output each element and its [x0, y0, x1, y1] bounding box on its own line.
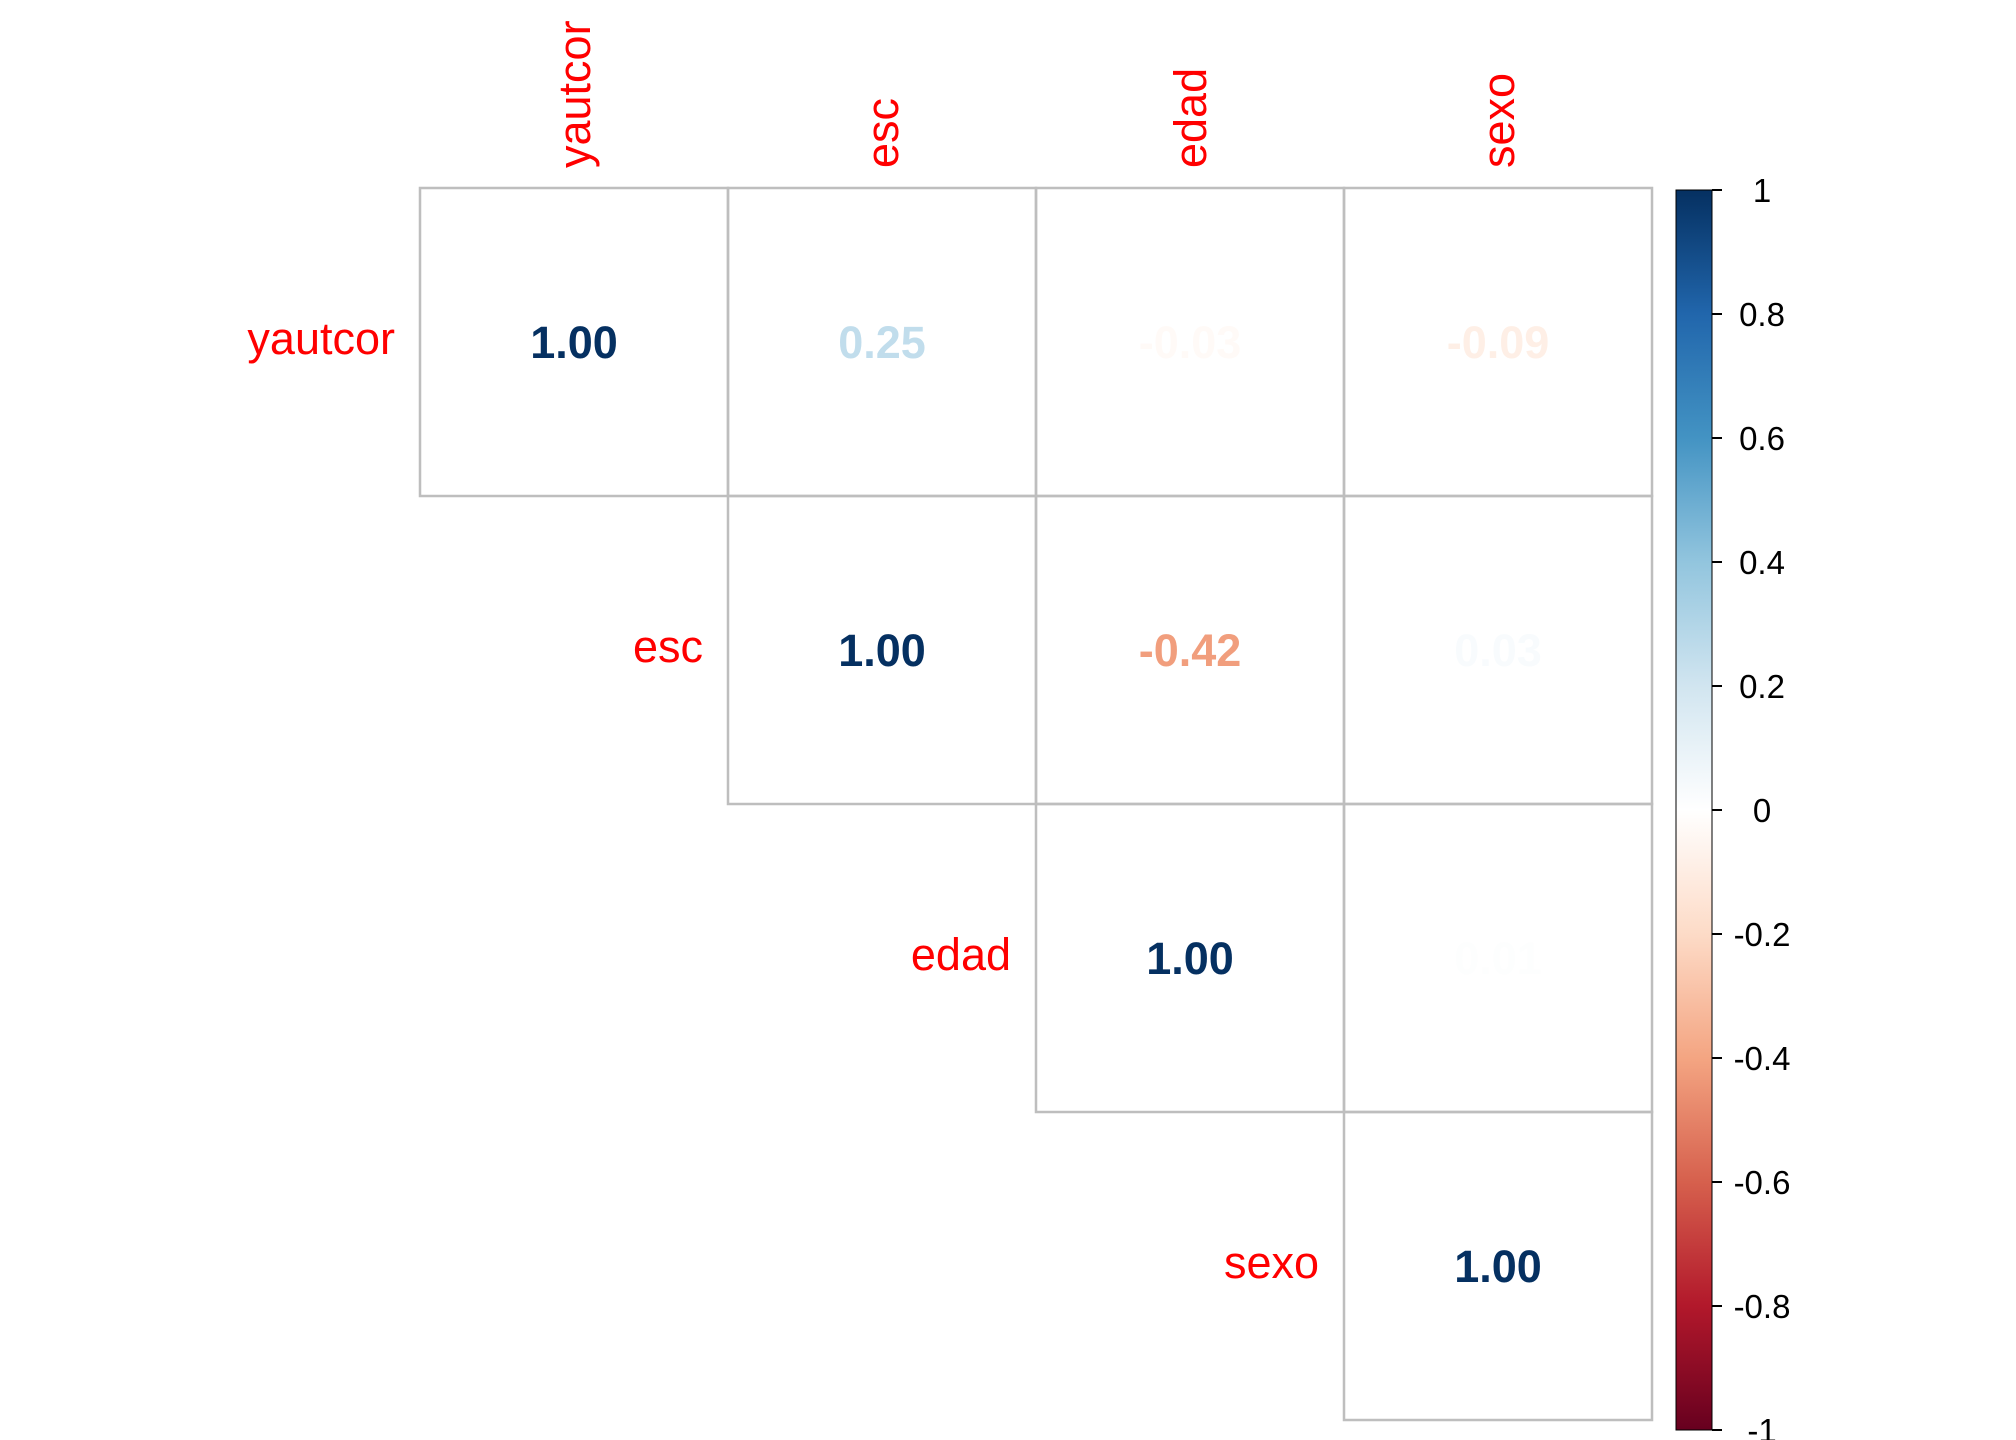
colorbar-tick-label: -1 — [1747, 1412, 1776, 1440]
coef-yautcor-edad: -0.03 — [1139, 317, 1242, 368]
colorbar-tick-label: 1 — [1753, 172, 1771, 209]
row-label-esc: esc — [633, 621, 703, 672]
coef-yautcor-yautcor: 1.00 — [530, 317, 618, 368]
colorbar-tick-label: 0.2 — [1739, 668, 1785, 705]
coef-esc-edad: -0.42 — [1139, 625, 1242, 676]
colorbar-tick-label: -0.6 — [1734, 1164, 1791, 1201]
coef-edad-edad: 1.00 — [1146, 933, 1234, 984]
colorbar-tick-label: 0.8 — [1739, 296, 1785, 333]
colorbar — [1675, 189, 1713, 1431]
col-label-esc: esc — [857, 98, 908, 168]
row-label-yautcor: yautcor — [247, 313, 395, 364]
row-labels: yautcor esc edad sexo — [247, 313, 1319, 1288]
cell-sexo-sexo — [1342, 1110, 1654, 1422]
correlation-grid — [418, 186, 1654, 1422]
colorbar-tick-label: -0.2 — [1734, 916, 1791, 953]
colorbar-tick-label: 0.4 — [1739, 544, 1785, 581]
row-label-sexo: sexo — [1224, 1237, 1319, 1288]
coef-esc-esc: 1.00 — [838, 625, 926, 676]
coef-esc-sexo: 0.03 — [1454, 625, 1542, 676]
colorbar-tick-label: -0.8 — [1734, 1288, 1791, 1325]
colorbar-tick-label: 0.6 — [1739, 420, 1785, 457]
correlation-values: 1.00 0.25 -0.03 -0.09 1.00 -0.42 0.03 1.00 0.01 1… — [530, 317, 1549, 1292]
colorbar-tick-label: -0.4 — [1734, 1040, 1791, 1077]
row-label-edad: edad — [911, 929, 1011, 980]
color-legend: 1 0.8 0.6 0.4 0.2 0 -0.2 -0.4 -0.6 -0.8 -1 — [1675, 172, 1791, 1440]
col-label-yautcor: yautcor — [549, 20, 600, 168]
coef-yautcor-sexo: -0.09 — [1447, 317, 1550, 368]
colorbar-tick-label: 0 — [1753, 792, 1771, 829]
coef-sexo-sexo: 1.00 — [1454, 1241, 1542, 1292]
col-label-sexo: sexo — [1473, 73, 1524, 168]
coef-yautcor-esc: 0.25 — [838, 317, 926, 368]
column-labels: yautcor esc edad sexo — [549, 20, 1524, 168]
coef-edad-sexo: 0.01 — [1454, 933, 1542, 984]
col-label-edad: edad — [1165, 68, 1216, 168]
